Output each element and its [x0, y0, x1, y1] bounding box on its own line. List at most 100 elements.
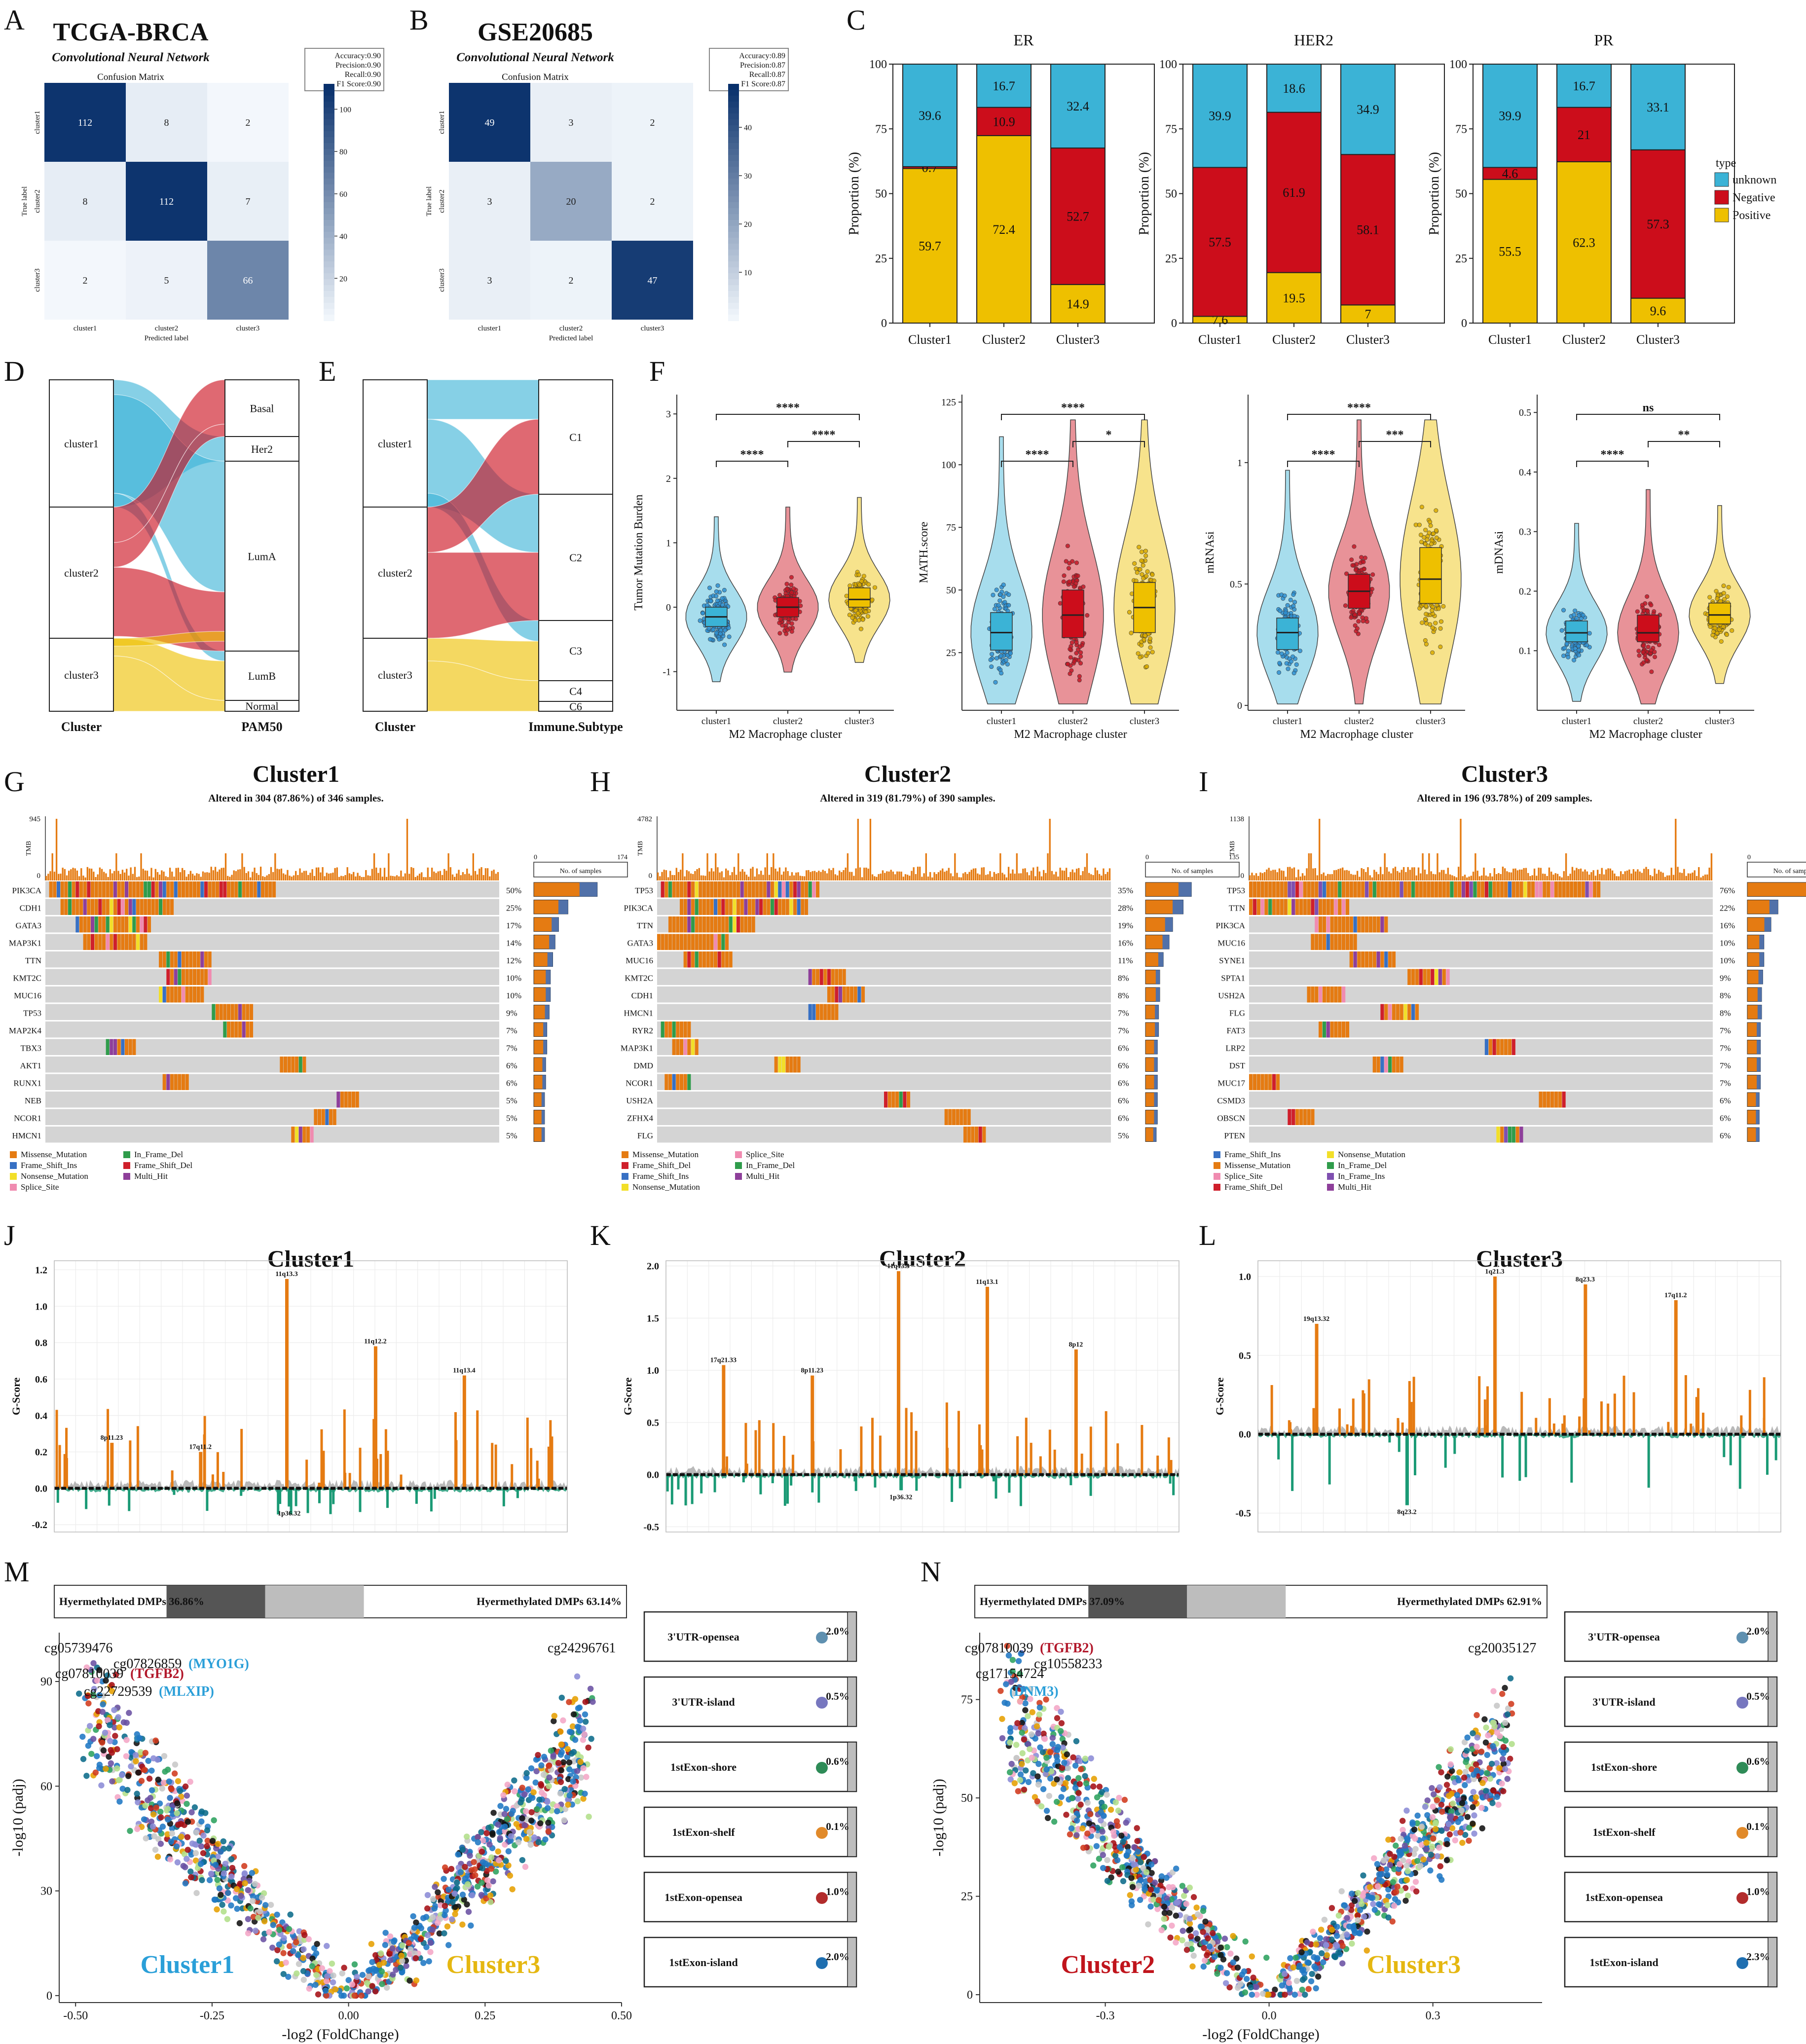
tmb-bar [497, 872, 499, 880]
data-point [1645, 609, 1650, 614]
mutation-cell [110, 1039, 113, 1055]
data-point [717, 637, 722, 642]
mutation-cell [170, 969, 174, 985]
tmb-bar [1546, 876, 1548, 880]
mutation-cell [302, 1057, 306, 1073]
stratum-right [538, 701, 613, 712]
tmb-bar [1594, 876, 1597, 880]
y-tick-label: 0.0 [647, 1470, 659, 1481]
mutation-cell [246, 1022, 250, 1038]
tmb-bar [431, 868, 433, 880]
mutation-cell [208, 951, 212, 968]
bar-data-label: 39.6 [919, 109, 941, 123]
bar-data-label: 52.7 [1067, 209, 1089, 223]
tmb-bar [1051, 871, 1053, 880]
gene-row-background [657, 969, 1111, 985]
legend-swatch [735, 1173, 742, 1180]
legend-label: Frame_Shift_Del [1224, 1182, 1283, 1192]
mutation-cell [664, 934, 668, 950]
x-tick-label: cluster3 [236, 325, 259, 332]
dmp-point [513, 1821, 519, 1827]
tmb-bar [1369, 875, 1371, 880]
data-point [1075, 573, 1080, 578]
mutation-cell [200, 951, 204, 968]
stacked-bar-positive [1482, 179, 1538, 324]
mutation-cell [1249, 899, 1253, 915]
tmb-bar [365, 870, 367, 880]
tmb-bar [1660, 872, 1662, 880]
tmb-bar [1356, 871, 1359, 880]
mutation-cell [975, 1127, 979, 1143]
tmb-bar [1626, 871, 1628, 880]
mutation-cell [174, 881, 178, 898]
tmb-bar [754, 876, 756, 880]
gscore-peak [1315, 1323, 1319, 1434]
tmb-bar [175, 868, 177, 880]
data-point [1363, 555, 1367, 560]
tmb-bar [441, 875, 443, 880]
colorbar-segment [324, 250, 334, 256]
mutation-cell [166, 969, 170, 985]
mutation-cell [1368, 951, 1373, 968]
colorbar-segment [324, 285, 334, 292]
gene-percent: 22% [1720, 903, 1735, 912]
tmb-bar [136, 877, 138, 880]
mutation-cell [695, 934, 699, 950]
tmb-bar [700, 875, 702, 880]
gene-percent: 5% [506, 1096, 517, 1105]
tmb-bar [169, 868, 171, 880]
tmb-bar [816, 872, 818, 880]
data-point [1585, 643, 1589, 648]
mutation-cell [672, 934, 676, 950]
matrix-cell-value: 2 [569, 275, 574, 286]
data-point [1419, 540, 1424, 545]
data-point [995, 656, 999, 660]
colorbar-segment [324, 267, 334, 274]
gene-label: HMCN1 [12, 1131, 41, 1140]
tmb-bar [1692, 873, 1694, 880]
y-tick-label: -0.5 [1235, 1508, 1251, 1519]
mutation-cell [1435, 881, 1438, 898]
colorbar-segment [728, 184, 739, 191]
stacked-bar-negative [1482, 167, 1538, 180]
mutation-cell [1322, 899, 1327, 915]
data-point [1644, 657, 1649, 662]
mutation-cell [1353, 881, 1357, 898]
mutation-cell [1450, 881, 1454, 898]
mutation-cell [1342, 934, 1346, 950]
mutation-cell [1322, 986, 1327, 1003]
dmp-point [465, 1908, 472, 1915]
tmb-bar [200, 876, 202, 880]
tmb-bar [923, 873, 925, 880]
tmb-bar [1652, 876, 1654, 880]
dmp-point [115, 1714, 121, 1720]
mutation-cell [853, 986, 857, 1003]
mutation-cell [748, 916, 752, 933]
y-tick-label: 75 [1165, 123, 1177, 136]
tmb-bar [156, 872, 159, 880]
tmb-bar [832, 868, 834, 880]
tmb-bar [1306, 868, 1308, 880]
mutation-cell [250, 1004, 254, 1020]
peak-label: 8p11.23 [801, 1367, 824, 1375]
tmb-bar [1066, 868, 1068, 880]
tmb-bar [386, 876, 388, 880]
tmb-bar [1101, 876, 1103, 880]
data-point [1077, 644, 1082, 649]
mutation-cell [284, 1057, 288, 1073]
tmb-bar [1339, 868, 1342, 880]
tmb-bar [717, 867, 719, 880]
mutation-cell [672, 1039, 676, 1055]
significance-bracket [1287, 414, 1431, 420]
x-axis-label: M2 Macrophage cluster [1300, 728, 1413, 741]
tmb-bar [336, 867, 338, 880]
mutation-cell [117, 881, 121, 898]
tmb-bar [477, 874, 479, 880]
sample-count-bar-segment [549, 935, 555, 949]
mutation-cell [1322, 916, 1327, 933]
mutation-cell [1361, 916, 1365, 933]
data-point [1573, 608, 1578, 613]
gene-label: FLG [1229, 1008, 1245, 1018]
tmb-bar [460, 875, 462, 880]
tmb-bar [839, 870, 841, 880]
